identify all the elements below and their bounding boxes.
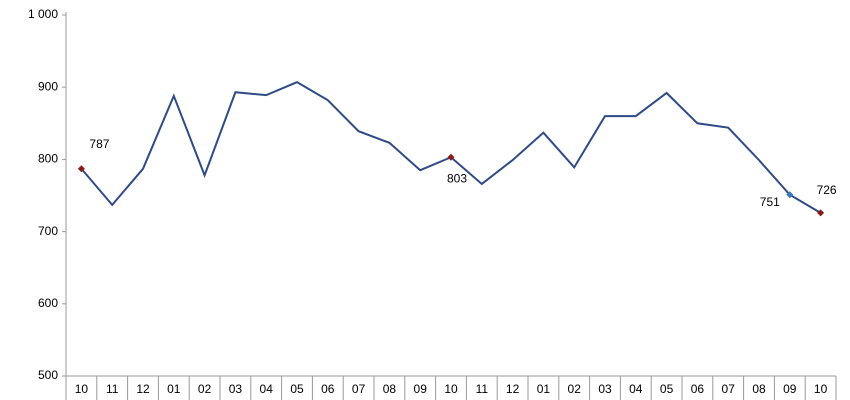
x-tick-label: 07 [352,382,366,396]
x-tick-label: 10 [814,382,828,396]
x-tick-label: 10 [444,382,458,396]
x-tick-label: 06 [691,382,705,396]
x-tick-label: 02 [198,382,212,396]
x-tick-label: 01 [167,382,181,396]
data-label: 803 [447,171,467,185]
x-tick-label: 07 [722,382,736,396]
x-tick-label: 09 [414,382,428,396]
x-tick-label: 03 [598,382,612,396]
data-label: 726 [817,183,837,197]
y-tick-label: 900 [38,79,58,93]
x-tick-label: 09 [783,382,797,396]
x-tick-label: 01 [537,382,551,396]
x-tick-label: 02 [568,382,582,396]
x-tick-label: 03 [229,382,243,396]
x-tick-label: 12 [506,382,520,396]
y-tick-label: 1 000 [28,7,58,21]
x-tick-label: 04 [629,382,643,396]
x-tick-label: 12 [136,382,150,396]
y-tick-label: 700 [38,224,58,238]
x-tick-label: 08 [752,382,766,396]
point-marker [77,165,85,173]
x-tick-label: 10 [75,382,89,396]
data-label: 787 [89,137,109,151]
point-marker [447,153,455,161]
x-tick-label: 11 [476,382,489,396]
y-tick-label: 500 [38,368,58,382]
y-tick-label: 600 [38,296,58,310]
x-tick-label: 11 [106,382,119,396]
point-marker [817,209,825,217]
x-tick-label: 05 [660,382,674,396]
x-tick-label: 04 [260,382,274,396]
point-marker [786,191,794,199]
y-tick-label: 800 [38,152,58,166]
series-line [80,81,822,214]
data-label: 751 [760,195,780,209]
x-tick-label: 05 [290,382,304,396]
x-tick-label: 08 [383,382,397,396]
x-tick-label: 06 [321,382,335,396]
